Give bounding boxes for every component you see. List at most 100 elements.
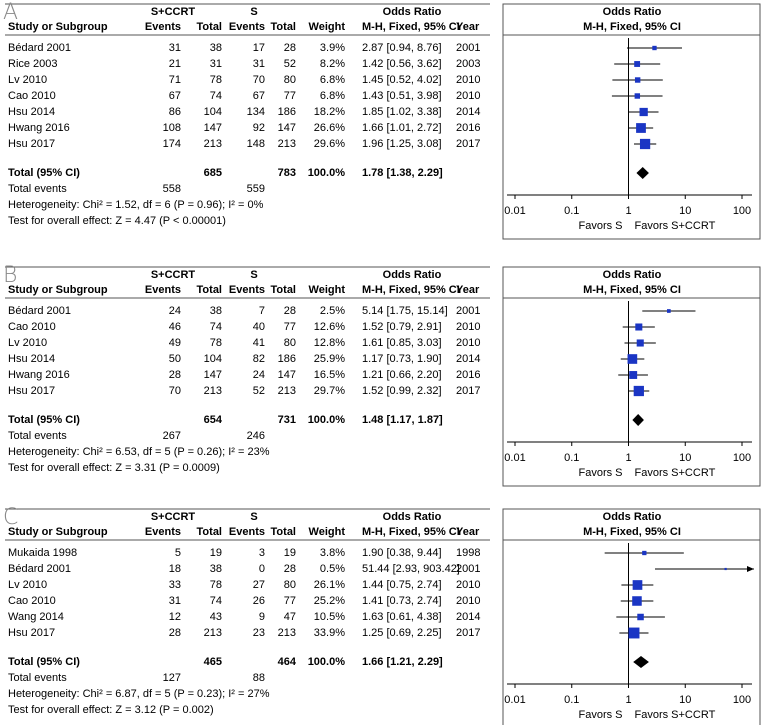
effect-header: Odds Ratio [383, 269, 442, 281]
study-cell: 2001 [456, 563, 480, 575]
column-header: M-H, Fixed, 95% CI [362, 284, 460, 296]
total-cell: 1.78 [1.38, 2.29] [362, 167, 443, 179]
study-cell: 46 [169, 321, 181, 333]
column-header: Study or Subgroup [8, 526, 108, 538]
study-square [635, 323, 643, 331]
study-cell: 2017 [456, 385, 480, 397]
study-cell: 28 [169, 369, 181, 381]
study-cell: 19 [210, 547, 222, 559]
events-label: Total events [8, 183, 67, 195]
column-header: Year [456, 526, 480, 538]
study-cell: 33 [169, 579, 181, 591]
panel-label: B [3, 263, 17, 288]
study-cell: Hsu 2017 [8, 138, 55, 150]
study-cell: 2010 [456, 337, 480, 349]
study-cell: Mukaida 1998 [8, 547, 77, 559]
x-tick-label: 10 [679, 452, 691, 464]
study-square [652, 45, 657, 51]
favors-right: Favors S+CCRT [635, 709, 716, 721]
study-cell: 186 [278, 353, 296, 365]
study-cell: 2010 [456, 595, 480, 607]
column-header: Weight [309, 284, 346, 296]
total-cell: Total (95% CI) [8, 656, 80, 668]
events-label: Total events [8, 672, 67, 684]
study-cell: 29.7% [314, 385, 345, 397]
study-cell: 27 [253, 579, 265, 591]
total-cell: 1.48 [1.17, 1.87] [362, 414, 443, 426]
study-cell: 77 [284, 321, 296, 333]
total-cell: 464 [278, 656, 297, 668]
study-cell: 71 [169, 74, 181, 86]
events-label: Total events [8, 430, 67, 442]
study-cell: 77 [284, 595, 296, 607]
events-cell: 559 [247, 183, 265, 195]
events-cell: 127 [163, 672, 181, 684]
study-cell: 10.5% [314, 611, 345, 623]
study-cell: 25.2% [314, 595, 345, 607]
events-cell: 88 [253, 672, 265, 684]
study-cell: 1.85 [1.02, 3.38] [362, 106, 442, 118]
study-cell: 41 [253, 337, 265, 349]
study-cell: 0 [259, 563, 265, 575]
study-cell: 2001 [456, 305, 480, 317]
study-cell: 2014 [456, 611, 480, 623]
study-cell: 28 [284, 305, 296, 317]
study-cell: 18.2% [314, 106, 345, 118]
study-cell: 1.61 [0.85, 3.03] [362, 337, 442, 349]
x-tick-label: 0.01 [504, 205, 525, 217]
study-cell: Bédard 2001 [8, 42, 71, 54]
group-header: S [250, 6, 257, 18]
study-cell: 174 [163, 138, 181, 150]
study-cell: 1.52 [0.79, 2.91] [362, 321, 442, 333]
column-header: Year [456, 21, 480, 33]
column-header: Total [271, 21, 296, 33]
x-tick-label: 0.1 [564, 694, 579, 706]
study-cell: 1.43 [0.51, 3.98] [362, 90, 442, 102]
panel-label: C [3, 505, 18, 530]
study-cell: 80 [284, 337, 296, 349]
effect-header: Odds Ratio [383, 6, 442, 18]
x-tick-label: 1 [625, 452, 631, 464]
favors-right: Favors S+CCRT [635, 220, 716, 232]
study-cell: Cao 2010 [8, 595, 56, 607]
study-cell: 16.5% [314, 369, 345, 381]
total-cell: 1.66 [1.21, 2.29] [362, 656, 443, 668]
overall-effect: Test for overall effect: Z = 3.31 (P = 0… [8, 462, 220, 474]
x-tick-label: 0.01 [504, 694, 525, 706]
study-cell: 31 [169, 595, 181, 607]
study-cell: 12.8% [314, 337, 345, 349]
study-cell: 213 [204, 138, 222, 150]
study-cell: Wang 2014 [8, 611, 64, 623]
study-square [639, 107, 648, 117]
study-cell: 1.96 [1.25, 3.08] [362, 138, 442, 150]
study-cell: 8.2% [320, 58, 345, 70]
events-cell: 267 [163, 430, 181, 442]
panel-label: A [3, 0, 18, 25]
study-cell: 1.66 [1.01, 2.72] [362, 122, 442, 134]
study-cell: 51.44 [2.93, 903.42] [362, 563, 460, 575]
study-cell: Hsu 2017 [8, 627, 55, 639]
study-cell: 6.8% [320, 74, 345, 86]
study-cell: Hwang 2016 [8, 369, 70, 381]
study-cell: 17 [253, 42, 265, 54]
study-square [636, 339, 644, 347]
study-cell: Hwang 2016 [8, 122, 70, 134]
study-cell: 147 [204, 369, 222, 381]
study-cell: 0.5% [320, 563, 345, 575]
favors-left: Favors S [578, 220, 622, 232]
study-square [632, 580, 643, 590]
group-header: S+CCRT [151, 269, 196, 281]
study-cell: 186 [278, 106, 296, 118]
study-cell: 31 [210, 58, 222, 70]
column-header: Events [229, 284, 265, 296]
study-cell: 50 [169, 353, 181, 365]
study-cell: Lv 2010 [8, 74, 47, 86]
column-header: Total [271, 526, 296, 538]
x-tick-label: 1 [625, 694, 631, 706]
study-cell: 26.6% [314, 122, 345, 134]
x-tick-label: 100 [733, 452, 751, 464]
column-header: Total [271, 284, 296, 296]
overall-effect: Test for overall effect: Z = 3.12 (P = 0… [8, 704, 214, 716]
study-cell: 40 [253, 321, 265, 333]
x-tick-label: 0.1 [564, 452, 579, 464]
